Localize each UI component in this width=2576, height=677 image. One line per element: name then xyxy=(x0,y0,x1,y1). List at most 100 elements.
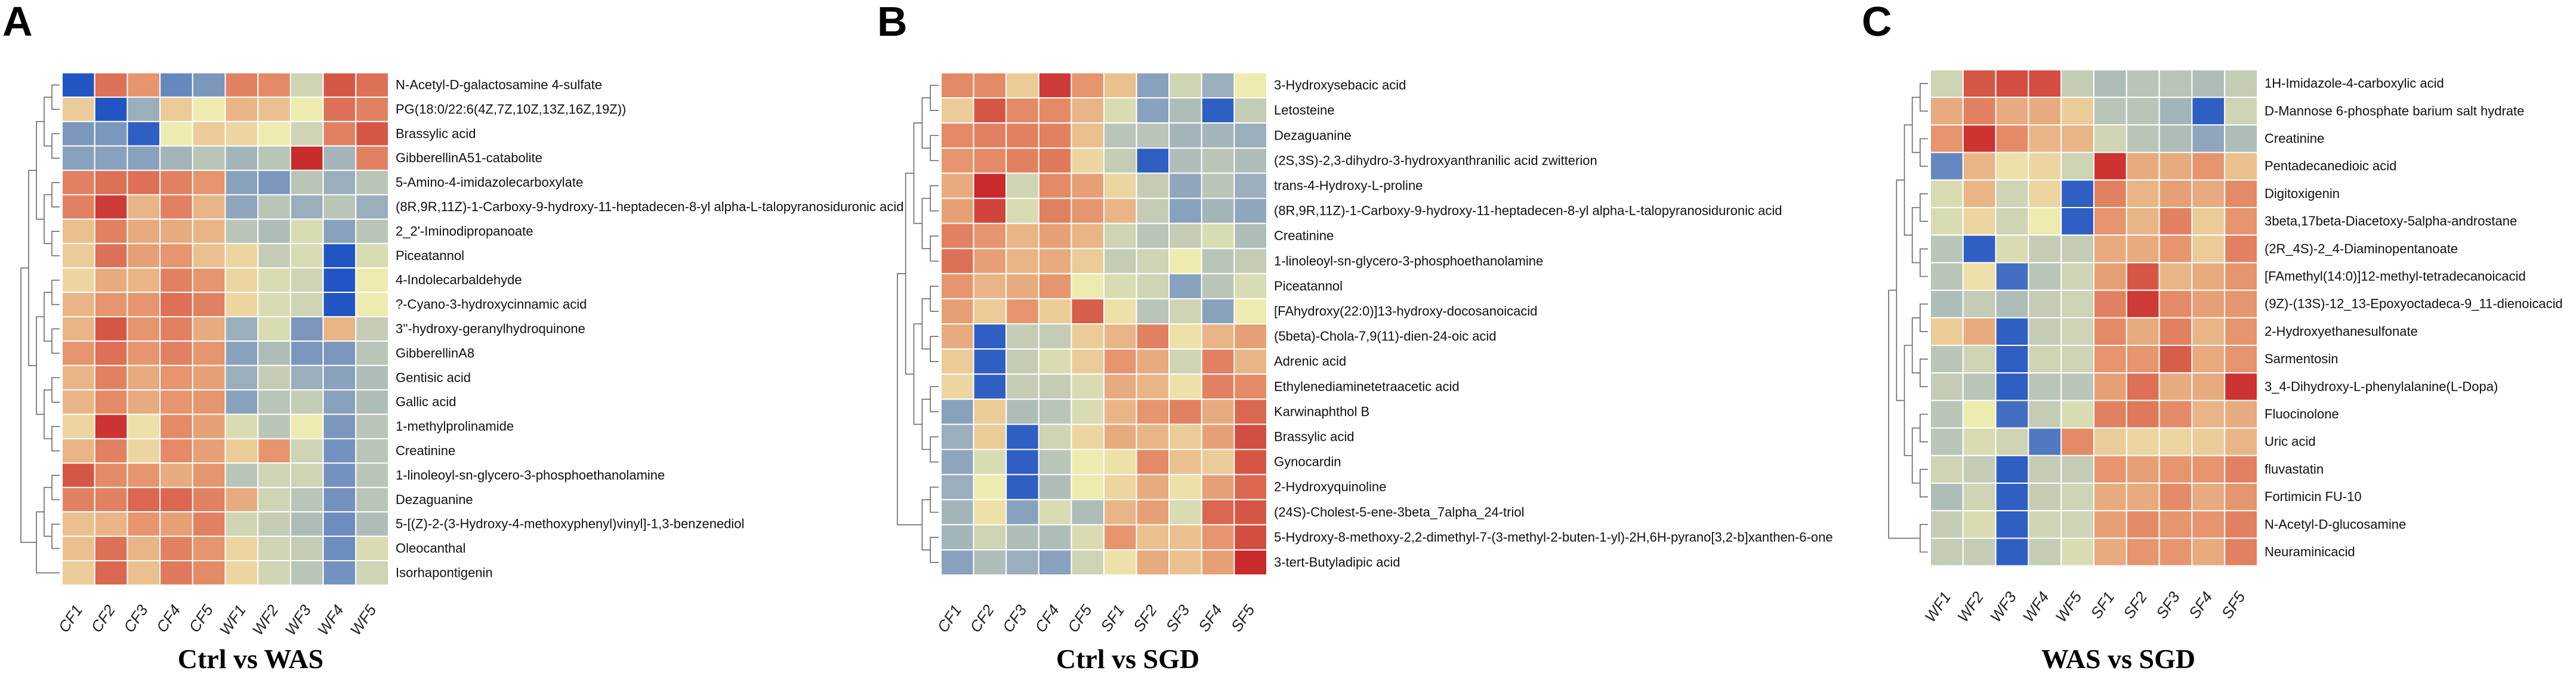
heatmap-cell xyxy=(224,340,259,366)
heatmap-cell xyxy=(2158,427,2193,456)
heatmap-cell xyxy=(2028,483,2062,512)
row-label: GibberellinA8 xyxy=(396,345,474,360)
heatmap-cell xyxy=(1136,273,1170,299)
row-label: Uric acid xyxy=(2265,434,2316,449)
heatmap-cell xyxy=(2158,289,2193,319)
dendrogram-branch xyxy=(51,475,60,500)
heatmap-cell xyxy=(1038,298,1072,324)
heatmap-cell xyxy=(1136,248,1170,274)
heatmap-cell xyxy=(1038,499,1072,525)
heatmap-cell xyxy=(1995,179,2029,208)
heatmap-cell xyxy=(2028,207,2062,236)
heatmap-cell xyxy=(289,267,324,293)
heatmap-cell xyxy=(94,218,128,245)
heatmap-cell xyxy=(2158,97,2193,126)
heatmap-cell xyxy=(127,487,161,513)
heatmap-cell xyxy=(355,413,389,440)
heatmap-cell xyxy=(2224,262,2258,291)
heatmap-cell xyxy=(2191,152,2226,181)
heatmap-cell xyxy=(1070,147,1105,174)
heatmap-cell xyxy=(1070,172,1105,199)
heatmap-cell xyxy=(1136,524,1170,551)
row-label: Sarmentosin xyxy=(2265,351,2339,366)
heatmap-cell xyxy=(159,292,193,318)
column-label: SF1 xyxy=(2087,588,2118,622)
heatmap-cell xyxy=(2060,345,2094,374)
heatmap-cell xyxy=(224,487,259,513)
heatmap-cell xyxy=(1038,72,1072,99)
column-label: SF3 xyxy=(1162,601,1193,635)
heatmap-cell xyxy=(2060,124,2094,153)
heatmap-cell xyxy=(61,487,95,513)
heatmap-cell xyxy=(1995,289,2029,319)
heatmap-cell xyxy=(1136,449,1170,475)
heatmap-cell xyxy=(355,560,389,586)
heatmap-cell xyxy=(2060,289,2094,319)
heatmap-cell xyxy=(973,398,1007,425)
dendrogram-branch xyxy=(51,328,60,354)
heatmap-cell xyxy=(192,560,226,586)
heatmap-cell xyxy=(159,267,193,293)
row-label: ?-Cyano-3-hydroxycinnamic acid xyxy=(396,297,587,312)
row-label: 3''-hydroxy-geranylhydroquinone xyxy=(396,322,585,336)
heatmap-cell xyxy=(1930,124,1964,153)
panel-letter: B xyxy=(877,0,908,45)
heatmap-cell xyxy=(973,197,1007,224)
row-label: Brassylic acid xyxy=(396,126,476,141)
heatmap-cell xyxy=(61,243,95,269)
heatmap-cell xyxy=(1005,398,1039,425)
heatmap-cell xyxy=(1995,69,2029,98)
dendrogram-branch xyxy=(1920,303,1928,332)
dendrogram-branch xyxy=(44,292,52,342)
row-label: 3beta,17beta-Diacetoxy-5alpha-androstane xyxy=(2265,214,2517,228)
heatmap-cell xyxy=(1168,449,1202,475)
heatmap-cell xyxy=(2093,69,2127,98)
heatmap-cell xyxy=(2060,262,2094,291)
heatmap-cell xyxy=(224,511,259,537)
heatmap-cell xyxy=(127,145,161,171)
heatmap-cell xyxy=(1233,248,1267,274)
heatmap-cell xyxy=(1005,197,1039,224)
heatmap-cell xyxy=(1070,222,1105,249)
heatmap-cell xyxy=(2125,124,2160,153)
heatmap-cell xyxy=(2093,289,2127,319)
heatmap-cell xyxy=(1995,345,2029,374)
heatmap-cell xyxy=(192,145,226,171)
heatmap-cell xyxy=(322,292,357,318)
heatmap-cell xyxy=(224,243,259,269)
heatmap-cell xyxy=(2093,207,2127,236)
heatmap-cell xyxy=(61,218,95,245)
heatmap-cell xyxy=(1103,197,1137,224)
heatmap-cell xyxy=(127,413,161,440)
heatmap-panel-c: C 1H-Imidazole-4-carboxylic acid D-Mannose… xyxy=(1862,0,2563,674)
column-label: SF2 xyxy=(1130,601,1161,635)
heatmap-cell xyxy=(289,120,324,147)
heatmap-cell xyxy=(322,438,357,464)
column-label: WF1 xyxy=(1921,588,1954,625)
heatmap-cell xyxy=(2191,317,2226,346)
row-label: Fortimicin FU-10 xyxy=(2265,489,2362,504)
heatmap-cell xyxy=(973,449,1007,475)
column-label: WF5 xyxy=(2051,588,2085,626)
column-label: WF4 xyxy=(314,601,347,638)
heatmap-cell xyxy=(1005,122,1039,149)
row-label: Piceatannol xyxy=(396,248,464,263)
heatmap-cell xyxy=(1038,248,1072,274)
heatmap-cell xyxy=(289,243,324,269)
heatmap-cell xyxy=(192,536,226,561)
heatmap-cell xyxy=(2093,372,2127,401)
row-label: 2_2'-Iminodipropanoate xyxy=(396,224,533,239)
heatmap-cell xyxy=(1930,510,1964,539)
heatmap-cell xyxy=(1070,398,1105,425)
heatmap-cell xyxy=(61,194,95,220)
heatmap-cell xyxy=(940,147,974,174)
heatmap-cell xyxy=(1233,323,1267,350)
heatmap-cell xyxy=(322,364,357,391)
heatmap-cell xyxy=(940,122,974,149)
heatmap-cell xyxy=(1962,207,1997,236)
heatmap-cell xyxy=(1201,323,1235,350)
heatmap-cell xyxy=(1962,345,1997,374)
heatmap-cell xyxy=(159,438,193,464)
dendrogram-branch xyxy=(905,172,914,375)
heatmap-cell xyxy=(2191,97,2226,126)
